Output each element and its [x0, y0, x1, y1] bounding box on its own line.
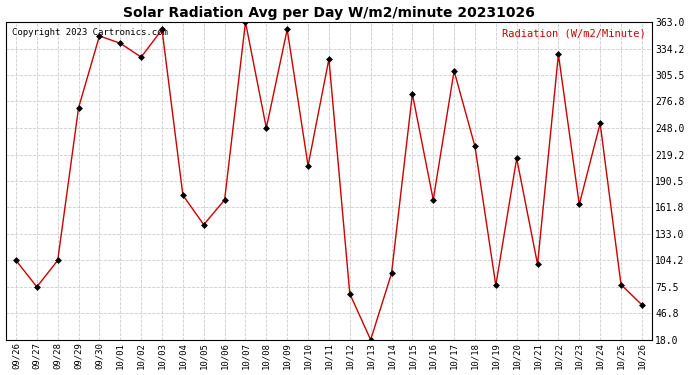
- Text: Copyright 2023 Cartronics.com: Copyright 2023 Cartronics.com: [12, 28, 168, 38]
- Title: Solar Radiation Avg per Day W/m2/minute 20231026: Solar Radiation Avg per Day W/m2/minute …: [123, 6, 535, 20]
- Text: Radiation (W/m2/Minute): Radiation (W/m2/Minute): [502, 28, 646, 39]
